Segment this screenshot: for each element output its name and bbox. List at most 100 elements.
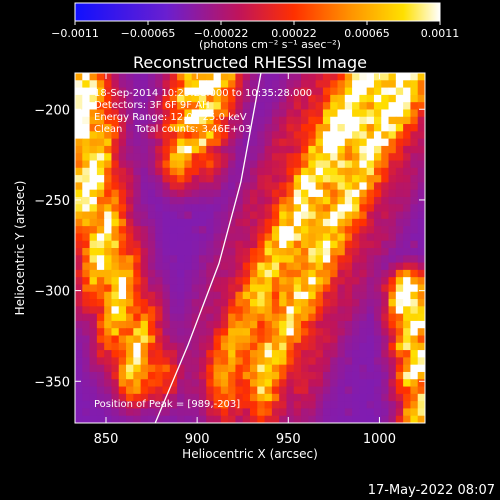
heatmap-cell: [228, 393, 236, 402]
heatmap-cell: [373, 80, 382, 89]
heatmap-cell: [403, 299, 411, 307]
heatmap-cell: [381, 94, 390, 103]
heatmap-cell: [147, 262, 156, 271]
heatmap-cell: [75, 94, 83, 103]
heatmap-cell: [257, 335, 266, 344]
heatmap-cell: [191, 94, 200, 103]
heatmap-cell: [330, 357, 338, 366]
heatmap-cell: [104, 328, 112, 336]
heatmap-cell: [352, 240, 360, 249]
heatmap-cell: [75, 364, 83, 373]
heatmap-cell: [257, 102, 266, 110]
heatmap-cell: [322, 328, 331, 336]
heatmap-cell: [206, 379, 215, 388]
heatmap-cell: [118, 386, 127, 395]
heatmap-cell: [147, 313, 156, 322]
heatmap-cell: [184, 94, 193, 103]
heatmap-cell: [359, 102, 368, 110]
heatmap-cell: [155, 145, 163, 154]
heatmap-cell: [315, 175, 324, 183]
heatmap-cell: [162, 167, 171, 176]
heatmap-cell: [308, 299, 317, 307]
heatmap-cell: [242, 277, 251, 285]
heatmap-cell: [89, 182, 98, 191]
heatmap-cell: [315, 277, 324, 285]
heatmap-cell: [403, 240, 411, 249]
heatmap-cell: [344, 196, 353, 205]
heatmap-cell: [330, 233, 338, 242]
heatmap-cell: [220, 145, 229, 154]
heatmap-cell: [126, 124, 134, 132]
heatmap-cell: [286, 328, 295, 336]
heatmap-cell: [111, 116, 120, 125]
heatmap-cell: [118, 102, 127, 110]
heatmap-cell: [147, 284, 156, 293]
heatmap-cell: [264, 131, 273, 140]
heatmap-cell: [293, 94, 302, 103]
heatmap-cell: [344, 211, 353, 220]
heatmap-cell: [177, 102, 185, 110]
heatmap-cell: [322, 94, 331, 103]
annotation-time-range: 18-Sep-2014 10:29:28.000 to 10:35:28.000: [94, 88, 312, 99]
heatmap-cell: [191, 262, 200, 271]
heatmap-cell: [301, 248, 309, 256]
heatmap-cell: [184, 80, 193, 89]
heatmap-cell: [417, 284, 425, 293]
heatmap-cell: [293, 342, 302, 351]
heatmap-cell: [191, 313, 200, 322]
heatmap-cell: [104, 73, 112, 81]
heatmap-cell: [169, 277, 178, 285]
footer-timestamp: 17-May-2022 08:07: [368, 483, 495, 498]
heatmap-cell: [140, 350, 149, 358]
heatmap-cell: [242, 182, 251, 191]
heatmap-cell: [388, 218, 397, 227]
heatmap-cell: [75, 415, 83, 423]
heatmap-cell: [308, 415, 317, 423]
heatmap-cell: [403, 277, 411, 285]
heatmap-cell: [322, 138, 331, 147]
heatmap-cell: [198, 342, 207, 351]
heatmap-cell: [410, 371, 419, 380]
heatmap-cell: [264, 269, 273, 278]
heatmap-cell: [191, 116, 200, 125]
heatmap-cell: [228, 371, 236, 380]
heatmap-cell: [315, 415, 324, 423]
heatmap-cell: [155, 401, 163, 409]
heatmap-cell: [250, 401, 258, 409]
heatmap-cell: [126, 226, 134, 234]
heatmap-cell: [184, 379, 193, 388]
heatmap-cell: [213, 328, 222, 336]
heatmap-cell: [96, 204, 105, 213]
heatmap-cell: [140, 291, 149, 300]
heatmap-cell: [104, 131, 112, 140]
heatmap-cell: [279, 277, 287, 285]
heatmap-cell: [257, 248, 266, 256]
heatmap-cell: [213, 124, 222, 132]
heatmap-cell: [104, 350, 112, 358]
heatmap-cell: [82, 116, 91, 125]
heatmap-cell: [126, 357, 134, 366]
heatmap-cell: [177, 196, 185, 205]
heatmap-cell: [242, 109, 251, 118]
heatmap-cell: [381, 364, 390, 373]
heatmap-cell: [140, 145, 149, 154]
heatmap-cell: [373, 138, 382, 147]
heatmap-cell: [162, 371, 171, 380]
heatmap-cell: [373, 145, 382, 154]
heatmap-cell: [155, 342, 163, 351]
heatmap-cell: [315, 342, 324, 351]
heatmap-cell: [279, 145, 287, 154]
heatmap-cell: [184, 371, 193, 380]
heatmap-cell: [264, 386, 273, 395]
heatmap-cell: [388, 80, 397, 89]
heatmap-cell: [177, 233, 185, 242]
heatmap-cell: [381, 401, 390, 409]
heatmap-cell: [126, 160, 134, 169]
heatmap-cell: [286, 291, 295, 300]
heatmap-cell: [264, 124, 273, 132]
heatmap-cell: [89, 269, 98, 278]
heatmap-cell: [286, 211, 295, 220]
heatmap-cell: [315, 233, 324, 242]
heatmap-cell: [162, 291, 171, 300]
heatmap-cell: [417, 386, 425, 395]
